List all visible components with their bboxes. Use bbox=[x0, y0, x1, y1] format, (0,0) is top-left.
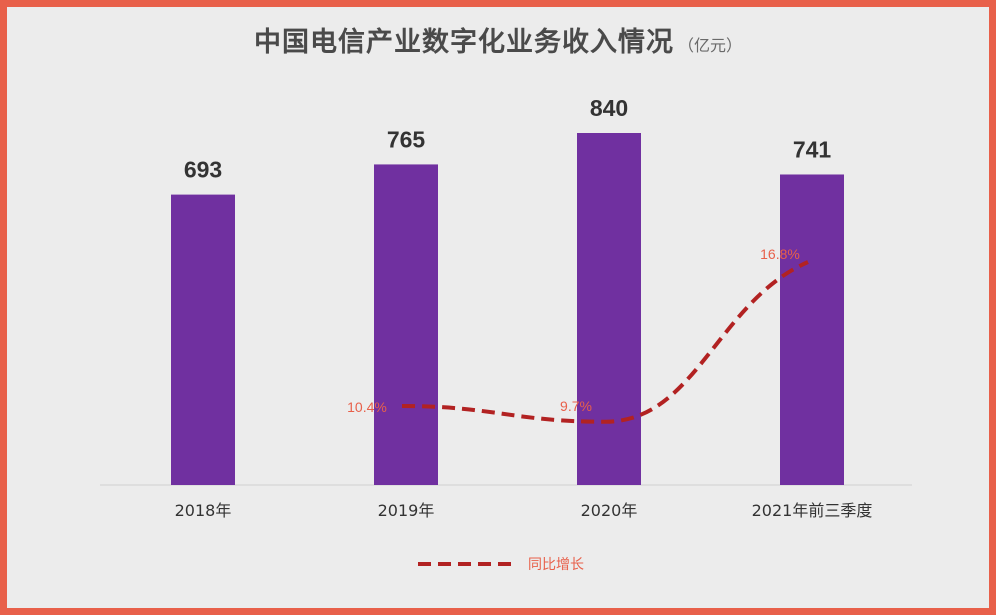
growth-line bbox=[401, 260, 809, 424]
chart-unit: （亿元） bbox=[677, 36, 742, 55]
bar-2020年 bbox=[577, 133, 641, 485]
growth-value-label: 16.8% bbox=[760, 246, 800, 262]
bar-2021年前三季度 bbox=[780, 174, 844, 485]
bar-value-label: 741 bbox=[793, 136, 832, 162]
bar-2019年 bbox=[374, 164, 438, 485]
bar-value-label: 693 bbox=[184, 157, 222, 183]
x-tick-label: 2021年前三季度 bbox=[752, 501, 873, 520]
chart-title: 中国电信产业数字化业务收入情况 （亿元） bbox=[0, 20, 996, 59]
bar-2018年 bbox=[171, 194, 235, 485]
bar-value-label: 765 bbox=[387, 126, 426, 152]
x-tick-label: 2019年 bbox=[378, 501, 435, 520]
x-tick-label: 2018年 bbox=[175, 501, 232, 520]
x-tick-label: 2020年 bbox=[581, 501, 638, 520]
bar-value-label: 840 bbox=[590, 95, 628, 121]
growth-value-label: 10.4% bbox=[347, 399, 387, 415]
legend-label: 同比增长 bbox=[528, 557, 584, 573]
growth-value-label: 9.7% bbox=[560, 398, 592, 414]
chart-title-text: 中国电信产业数字化业务收入情况 bbox=[253, 27, 674, 58]
